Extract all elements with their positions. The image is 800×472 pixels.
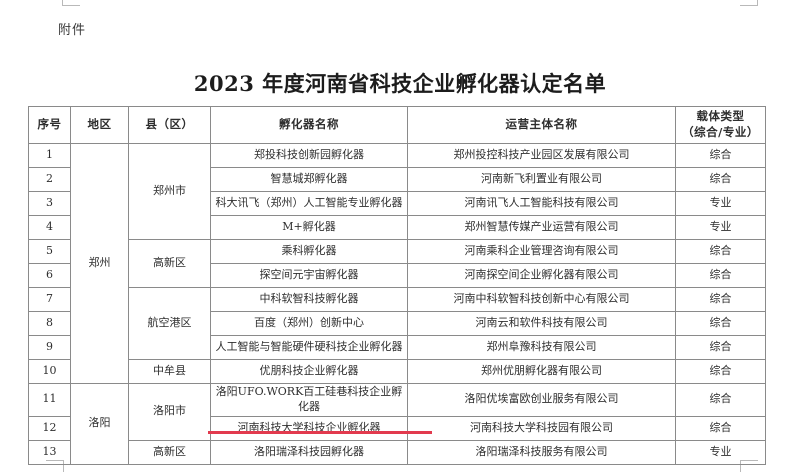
table-header: 序号 地区 县（区） 孵化器名称 运营主体名称 载体类型 （综合/专业） (28, 106, 766, 144)
carrier-type-line-1: 载体类型 (696, 109, 745, 124)
cell-carrier-type: 专业 (675, 439, 766, 465)
crop-mark-top-right (740, 0, 758, 8)
table-row: 2 智慧城郑孵化器 河南新飞利置业有限公司 综合 (28, 167, 766, 192)
cell-operator-name: 郑州智慧传媒产业运营有限公司 (407, 215, 676, 240)
cell-incubator-name: 智慧城郑孵化器 (210, 167, 408, 192)
cell-sequence-number: 3 (28, 191, 71, 216)
column-header-incubator-name: 孵化器名称 (210, 106, 408, 144)
cell-area-group: 郑州 (70, 143, 129, 384)
table-row: 8 百度（郑州）创新中心 河南云和软件科技有限公司 综合 (28, 311, 766, 336)
table-row: 11 洛阳 洛阳市 洛阳UFO.WORK百工硅巷科技企业孵化器 洛阳优埃富欧创业服务有限… (28, 383, 766, 465)
cell-carrier-type: 专业 (675, 191, 766, 216)
cell-carrier-type: 综合 (675, 287, 766, 312)
document-title: 2023 年度河南省科技企业孵化器认定名单 (193, 71, 607, 96)
cell-carrier-type: 专业 (675, 215, 766, 240)
cell-sequence-number: 10 (28, 359, 71, 384)
cell-carrier-type: 综合 (675, 167, 766, 192)
cell-county-group: 中牟县 (128, 359, 211, 384)
column-header-carrier-type: 载体类型 （综合/专业） (675, 106, 766, 144)
cell-sequence-number: 8 (28, 311, 71, 336)
cell-operator-name: 河南讯飞人工智能科技有限公司 (407, 191, 676, 216)
cell-carrier-type: 综合 (675, 359, 766, 384)
cell-incubator-name: 探空间元宇宙孵化器 (210, 263, 408, 288)
cell-incubator-name: 中科软智科技孵化器 (210, 287, 408, 312)
cell-operator-name: 河南乘科企业管理咨询有限公司 (407, 239, 676, 264)
cell-operator-name: 河南探空间企业孵化器有限公司 (407, 263, 676, 288)
cell-sequence-number: 13 (28, 439, 71, 465)
cell-sequence-number: 6 (28, 263, 71, 288)
cell-operator-name: 郑州投控科技产业园区发展有限公司 (407, 143, 676, 168)
cell-operator-name: 河南新飞利置业有限公司 (407, 167, 676, 192)
cell-carrier-type: 综合 (675, 263, 766, 288)
column-header-area: 地区 (70, 106, 129, 144)
cell-carrier-type: 综合 (675, 239, 766, 264)
cell-carrier-type: 综合 (675, 335, 766, 360)
cell-operator-name: 河南云和软件科技有限公司 (407, 311, 676, 336)
cell-incubator-name: M+孵化器 (210, 215, 408, 240)
cell-sequence-number: 12 (28, 415, 71, 441)
cell-carrier-type: 综合 (675, 143, 766, 168)
table-row: 13 高新区 洛阳瑞泽科技园孵化器 洛阳瑞泽科技服务有限公司 专业 (28, 439, 766, 465)
table-row: 9 人工智能与智能硬件硬科技企业孵化器 郑州阜豫科技有限公司 综合 (28, 335, 766, 360)
table-row: 3 科大讯飞（郑州）人工智能专业孵化器 河南讯飞人工智能科技有限公司 专业 (28, 191, 766, 216)
cell-sequence-number: 7 (28, 287, 71, 312)
attachment-label: 附件 (58, 23, 87, 38)
cell-operator-name: 洛阳优埃富欧创业服务有限公司 (407, 383, 676, 417)
cell-area-group: 洛阳 (70, 383, 129, 465)
cell-carrier-type: 综合 (675, 383, 766, 417)
cell-county-group: 郑州市 (128, 143, 211, 240)
table-body: 1 郑州 郑州市 郑投科技创新园孵化器 郑州投控科技产业园区发展有限公司 综合 2 智慧城郑孵… (28, 143, 766, 465)
cell-county-group: 高新区 (128, 439, 211, 465)
table-row: 10 中牟县 优朋科技企业孵化器 郑州优朋孵化器有限公司 综合 (28, 359, 766, 384)
cell-sequence-number: 9 (28, 335, 71, 360)
cell-carrier-type: 综合 (675, 415, 766, 441)
cell-sequence-number: 4 (28, 215, 71, 240)
carrier-type-line-2: （综合/专业） (682, 125, 759, 139)
cell-incubator-name: 河南科技大学科技企业孵化器 (210, 415, 408, 441)
cell-county-group: 洛阳市 (128, 383, 211, 441)
column-header-seq: 序号 (28, 106, 71, 144)
cell-incubator-name: 郑投科技创新园孵化器 (210, 143, 408, 168)
cell-sequence-number: 1 (28, 143, 71, 168)
cell-county-group: 航空港区 (128, 287, 211, 360)
cell-incubator-name: 人工智能与智能硬件硬科技企业孵化器 (210, 335, 408, 360)
cell-carrier-type: 综合 (675, 311, 766, 336)
cell-incubator-name: 优朋科技企业孵化器 (210, 359, 408, 384)
column-header-operator: 运营主体名称 (407, 106, 676, 144)
table-header-row: 序号 地区 县（区） 孵化器名称 运营主体名称 载体类型 （综合/专业） (28, 106, 766, 144)
table-row: 7 航空港区 中科软智科技孵化器 河南中科软智科技创新中心有限公司 综合 (28, 287, 766, 360)
table-row: 4 M+孵化器 郑州智慧传媒产业运营有限公司 专业 (28, 215, 766, 240)
table-row: 12 河南科技大学科技企业孵化器 河南科技大学科技园有限公司 综合 (28, 415, 766, 441)
cell-sequence-number: 11 (28, 383, 71, 417)
incubator-listing-table: 序号 地区 县（区） 孵化器名称 运营主体名称 载体类型 （综合/专业） 1 郑州… (28, 106, 766, 465)
cell-operator-name: 河南中科软智科技创新中心有限公司 (407, 287, 676, 312)
cell-incubator-name: 乘科孵化器 (210, 239, 408, 264)
cell-incubator-name: 百度（郑州）创新中心 (210, 311, 408, 336)
cell-operator-name: 洛阳瑞泽科技服务有限公司 (407, 439, 676, 465)
cell-incubator-name: 洛阳瑞泽科技园孵化器 (210, 439, 408, 465)
cell-operator-name: 河南科技大学科技园有限公司 (407, 415, 676, 441)
cell-incubator-name: 洛阳UFO.WORK百工硅巷科技企业孵化器 (210, 383, 408, 417)
cell-sequence-number: 2 (28, 167, 71, 192)
cell-incubator-name: 科大讯飞（郑州）人工智能专业孵化器 (210, 191, 408, 216)
cell-sequence-number: 5 (28, 239, 71, 264)
cell-county-group: 高新区 (128, 239, 211, 288)
column-header-county: 县（区） (128, 106, 211, 144)
cell-operator-name: 郑州阜豫科技有限公司 (407, 335, 676, 360)
table-row: 1 郑州 郑州市 郑投科技创新园孵化器 郑州投控科技产业园区发展有限公司 综合 (28, 143, 766, 384)
crop-mark-top-left (62, 0, 80, 8)
table-row: 6 探空间元宇宙孵化器 河南探空间企业孵化器有限公司 综合 (28, 263, 766, 288)
incubator-listing-table-wrap: 序号 地区 县（区） 孵化器名称 运营主体名称 载体类型 （综合/专业） 1 郑州… (28, 106, 766, 465)
cell-operator-name: 郑州优朋孵化器有限公司 (407, 359, 676, 384)
table-row: 5 高新区 乘科孵化器 河南乘科企业管理咨询有限公司 综合 (28, 239, 766, 288)
